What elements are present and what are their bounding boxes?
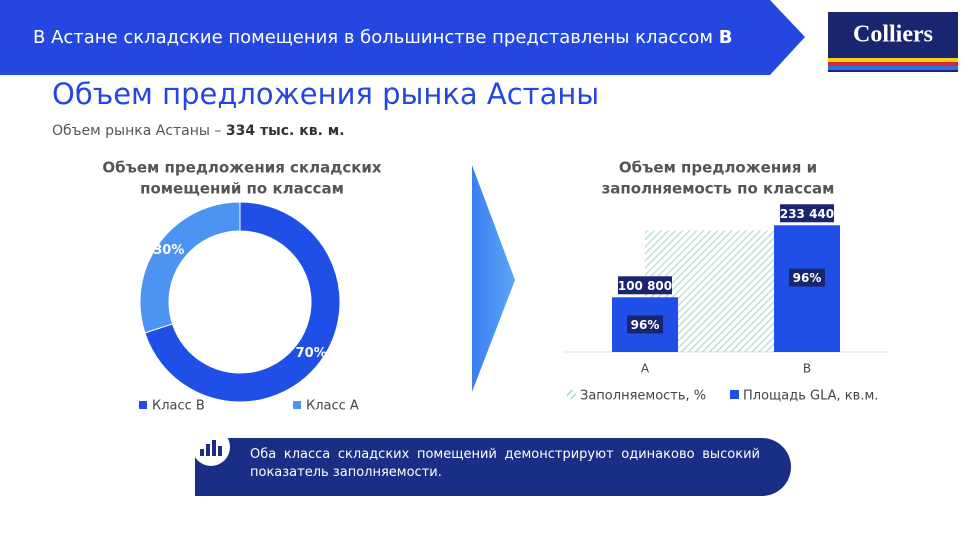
donut-slice <box>139 201 241 334</box>
donut-slice <box>144 201 341 403</box>
data-label-box <box>618 276 672 295</box>
header-highlight: B <box>719 27 733 48</box>
logo-stripe <box>828 66 958 70</box>
data-label-box <box>780 204 834 223</box>
x-tick-label: B <box>803 362 811 376</box>
header-text: В Астане складские помещения в большинст… <box>33 27 713 48</box>
area <box>645 230 807 352</box>
note-box <box>195 438 791 496</box>
note-icon-bars <box>200 440 222 456</box>
data-label: 233 440 <box>780 207 834 221</box>
logo-stripe <box>828 62 958 66</box>
chart-title: заполняемость по классам <box>602 180 835 198</box>
data-label: 100 800 <box>618 279 672 293</box>
bar <box>774 225 840 352</box>
legend-swatch <box>139 401 147 409</box>
chart-title: помещений по классам <box>140 180 344 198</box>
data-label: 70% <box>296 346 327 361</box>
legend-swatch <box>293 401 301 409</box>
data-label: 30% <box>153 243 184 258</box>
legend-swatch <box>567 390 576 399</box>
data-label-box <box>627 315 663 334</box>
note: Оба класса складских помещений демонстри… <box>250 447 760 480</box>
legend-label: Заполняемость, % <box>580 389 706 404</box>
title: Объем предложения рынка Астаны <box>52 77 599 111</box>
subtitle: Объем рынка Астаны – 334 тыс. кв. м. <box>52 123 345 139</box>
legend-swatch <box>730 390 739 399</box>
data-label: 96% <box>631 318 660 332</box>
note-icon <box>192 428 230 466</box>
logo-stripe <box>828 58 958 62</box>
legend-label: Класс A <box>306 399 359 414</box>
x-tick-label: A <box>641 362 650 376</box>
subtitle-text: Объем рынка Астаны – <box>52 123 221 139</box>
legend-label: Площадь GLA, кв.м. <box>743 389 878 404</box>
chart-title: Объем предложения складских <box>102 159 382 177</box>
arrow <box>472 165 515 392</box>
legend-label: Класс B <box>152 399 205 414</box>
header-banner <box>0 0 805 75</box>
subtitle-highlight: 334 тыс. кв. м. <box>226 123 345 139</box>
data-label: 96% <box>793 271 822 285</box>
header: В Астане складские помещения в большинст… <box>33 27 732 48</box>
chart-title: Объем предложения и <box>619 159 817 177</box>
logo: Colliers <box>853 22 933 48</box>
data-label-box <box>789 268 825 287</box>
